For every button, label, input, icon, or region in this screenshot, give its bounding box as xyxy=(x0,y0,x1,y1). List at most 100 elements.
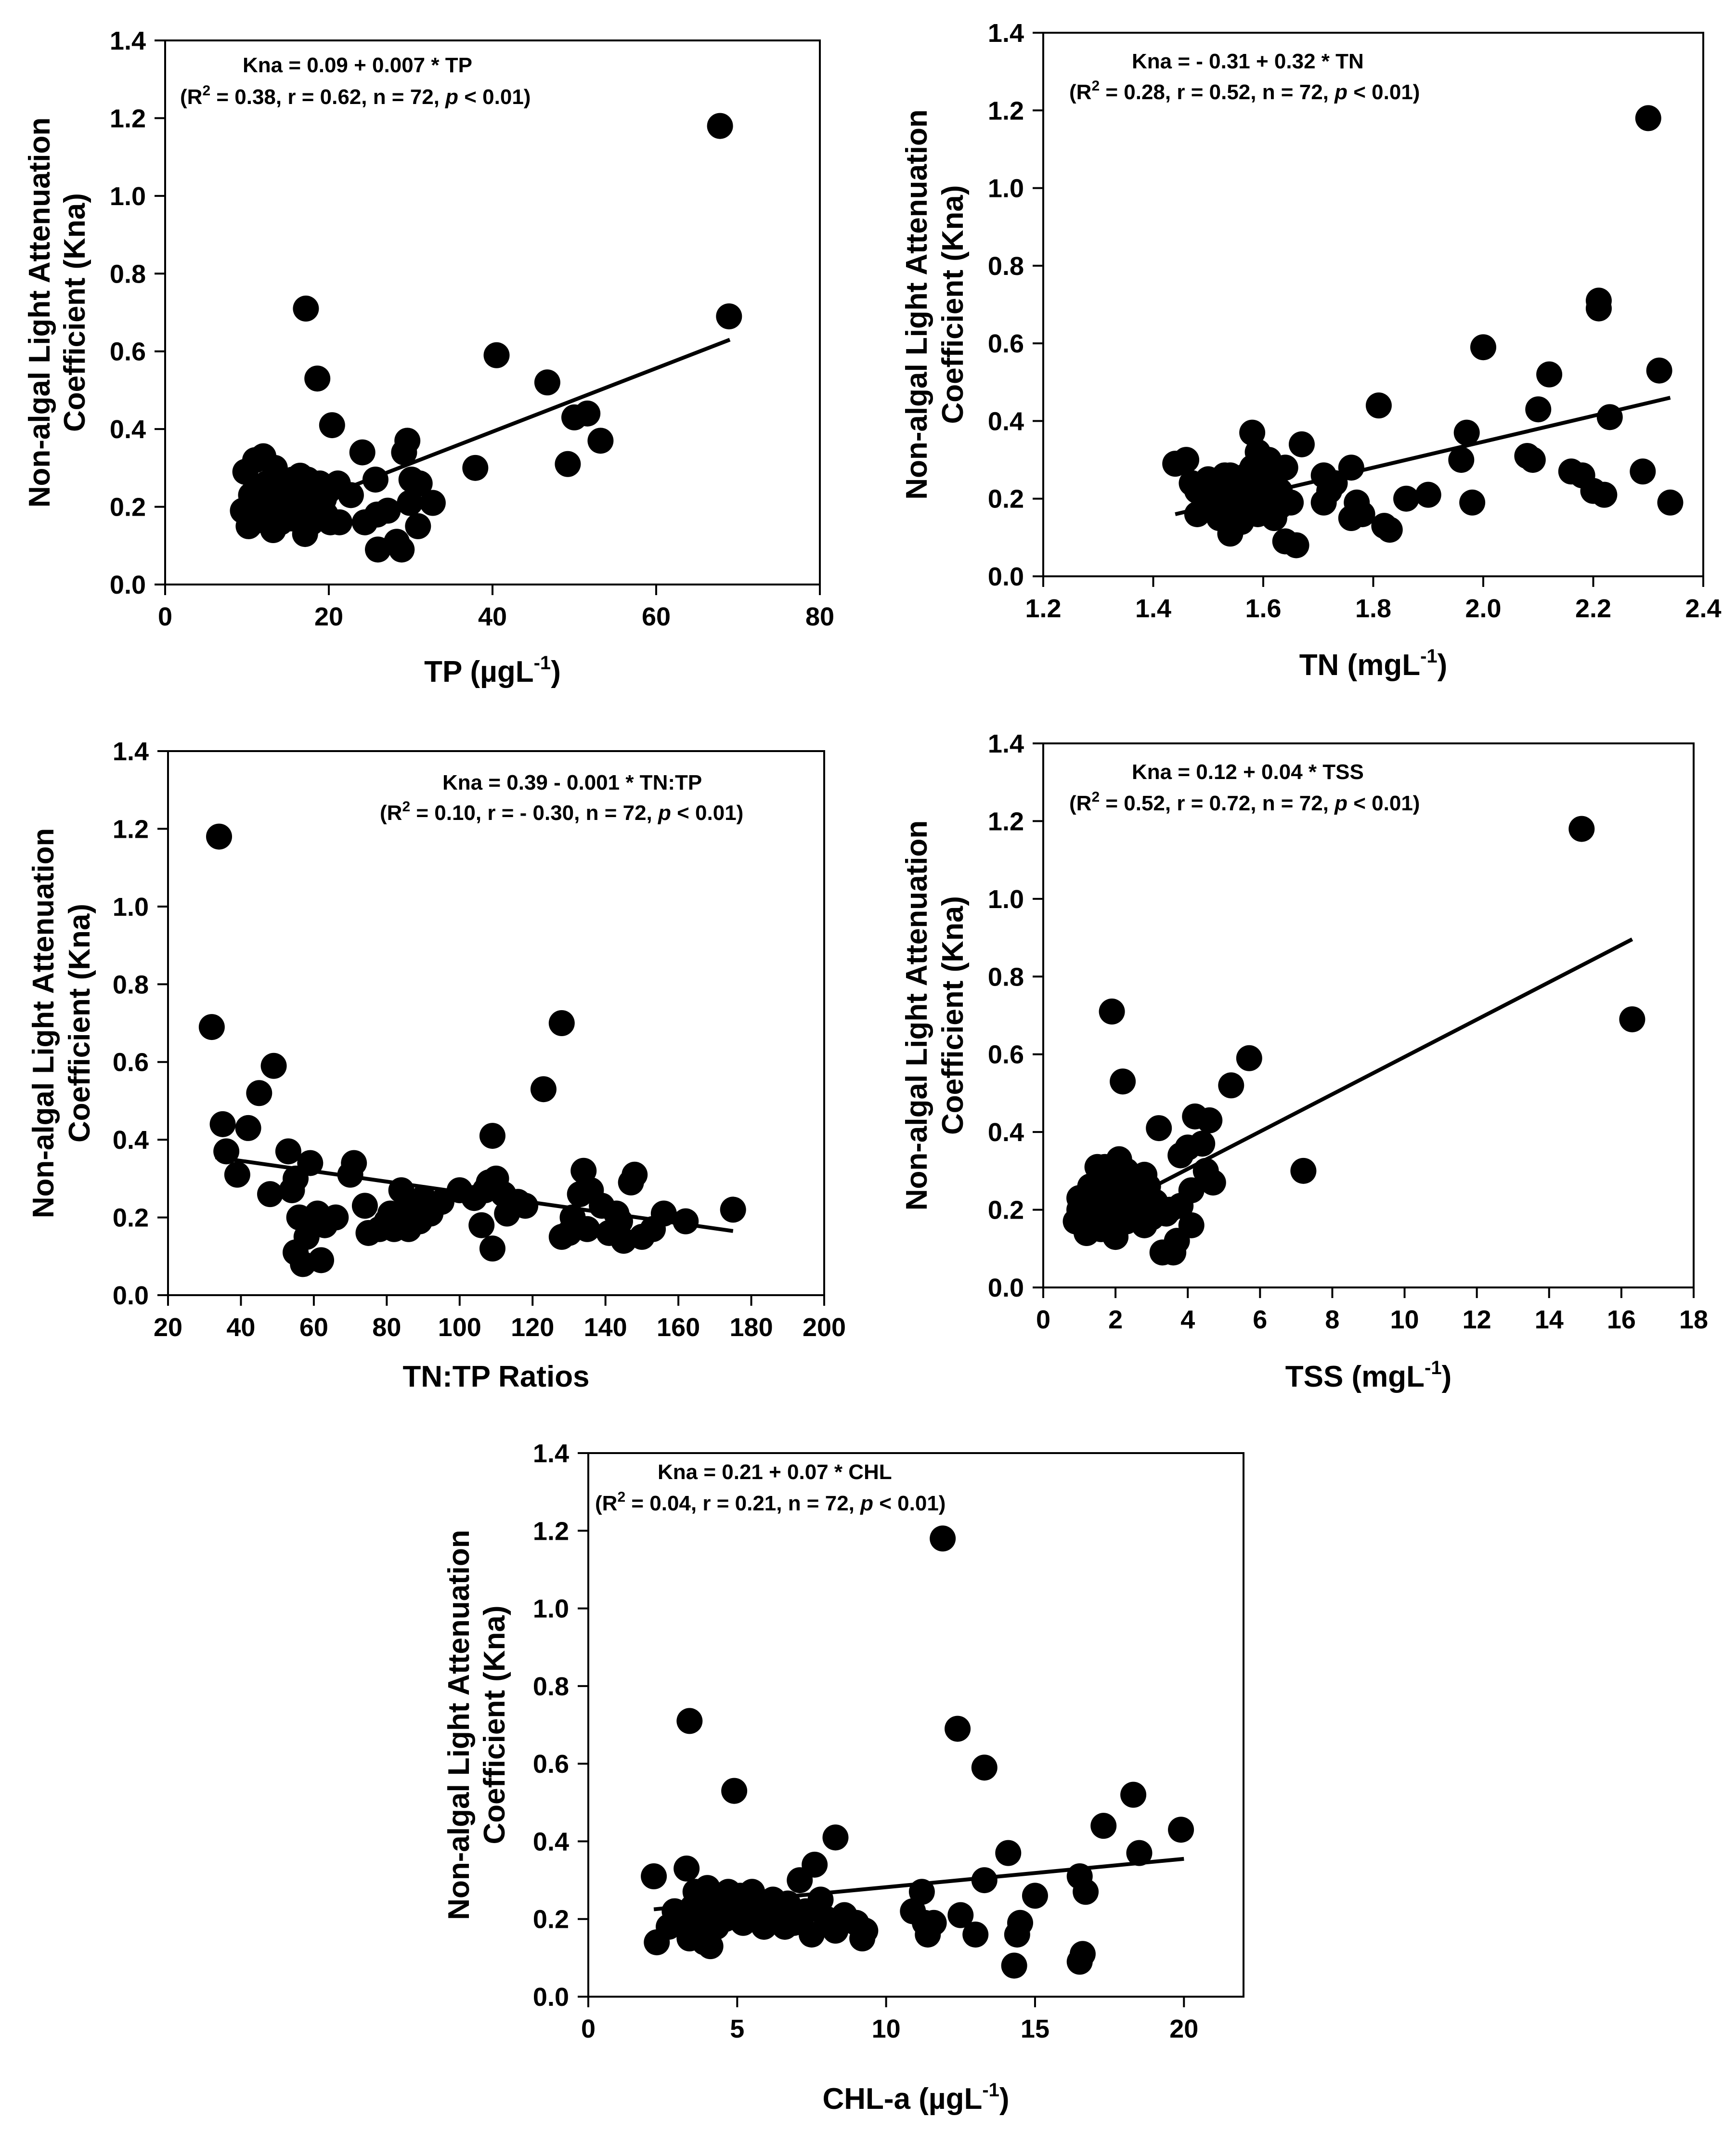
data-point xyxy=(1338,455,1364,481)
data-point xyxy=(641,1863,667,1890)
data-point xyxy=(900,1898,926,1924)
data-point xyxy=(298,509,325,535)
chart-panel-4: 0 2 4 6 8 10 12 14 16 18 0.0 0.2 0.4 0.6 0.8 1.0 1.2 1.4 T… xyxy=(900,729,1708,1393)
data-point xyxy=(1110,1068,1136,1095)
y-tick-label: 0.0 xyxy=(988,1273,1024,1302)
y-tick-label: 0.0 xyxy=(110,571,146,599)
data-point xyxy=(405,513,431,539)
x-tick-label: 4 xyxy=(1180,1305,1195,1334)
data-point xyxy=(720,1196,746,1223)
x-tick-label: 180 xyxy=(730,1313,773,1342)
y-axis-label-line-1: Non-algal Light Attenuation xyxy=(23,117,56,507)
regression-equation: Kna = 0.12 + 0.04 * TSS xyxy=(1132,760,1364,784)
plot-frame xyxy=(167,750,825,1296)
y-tick-label: 0.8 xyxy=(113,970,149,999)
data-point xyxy=(1167,1142,1194,1169)
data-point xyxy=(673,1208,699,1234)
y-tick-label: 0.2 xyxy=(988,1196,1024,1225)
data-point xyxy=(716,303,742,330)
data-point xyxy=(676,1708,703,1734)
y-tick-label: 0.6 xyxy=(110,338,146,366)
data-point xyxy=(1393,485,1420,512)
data-point xyxy=(1069,1941,1096,1967)
data-point xyxy=(1184,478,1210,504)
data-point xyxy=(1218,1072,1244,1099)
x-tick-label: 8 xyxy=(1325,1305,1339,1334)
data-point xyxy=(1657,489,1684,516)
regression-equation: Kna = 0.39 - 0.001 * TN:TP xyxy=(442,771,702,794)
data-point xyxy=(341,1150,367,1176)
data-point xyxy=(1090,1813,1117,1839)
data-point xyxy=(1453,419,1480,446)
x-tick-label: 0 xyxy=(1036,1305,1050,1334)
data-point xyxy=(721,1778,748,1804)
x-tick-label: 60 xyxy=(299,1313,328,1342)
data-point xyxy=(674,1855,700,1882)
data-point xyxy=(775,1890,801,1917)
y-tick-label: 1.2 xyxy=(988,807,1024,836)
y-axis-label-line-2: Coefficient (Kna) xyxy=(936,896,970,1135)
y-axis-label-line-2: Coefficient (Kna) xyxy=(63,904,96,1143)
chart-panel-3: 20 40 60 80 100 120 140 160 180 200 0.0 0.2 0.4 0.6 0.… xyxy=(27,737,846,1393)
x-tick-label: 2.4 xyxy=(1685,594,1721,623)
regression-statistics: (R2 = 0.10, r = - 0.30, n = 72, p < 0.01… xyxy=(380,799,743,825)
data-point xyxy=(209,1111,236,1137)
data-point xyxy=(1283,532,1309,559)
data-point xyxy=(831,1902,858,1928)
data-point xyxy=(1182,1103,1208,1130)
stat-equation-line2-sup: 2 xyxy=(202,83,210,99)
data-point xyxy=(365,536,391,563)
y-tick-label: 0.8 xyxy=(988,252,1024,281)
data-point xyxy=(391,439,417,466)
y-tick-label: 1.0 xyxy=(533,1595,569,1624)
data-point xyxy=(278,505,304,532)
x-axis-label-text: TP (µgL xyxy=(424,655,533,689)
x-tick-label: 1.8 xyxy=(1355,594,1391,623)
data-point xyxy=(349,439,376,466)
x-tick-label: 40 xyxy=(478,602,507,631)
y-tick-label: 0.4 xyxy=(113,1126,149,1155)
x-tick-label: 2.0 xyxy=(1465,594,1501,623)
data-point xyxy=(1201,497,1227,523)
x-tick-label: 0 xyxy=(581,2014,596,2043)
data-point xyxy=(323,1204,349,1231)
stat-equation-line2-a: (R xyxy=(180,85,202,109)
y-tick-label: 0.2 xyxy=(988,485,1024,514)
y-tick-label: 1.0 xyxy=(113,893,149,922)
data-point xyxy=(311,486,337,512)
data-point xyxy=(947,1902,974,1928)
regression-equation: Kna = 0.09 + 0.007 * TP xyxy=(243,53,472,77)
data-point xyxy=(1200,1169,1226,1196)
stat-equation-line2-c: < 0.01) xyxy=(1347,792,1420,815)
data-point xyxy=(224,1161,250,1188)
y-tick-label: 0.4 xyxy=(988,407,1024,436)
stat-equation-line2-b: = 0.04, r = 0.21, n = 72, xyxy=(625,1492,860,1515)
data-point xyxy=(462,455,489,481)
x-tick-label: 2 xyxy=(1108,1305,1123,1334)
data-point xyxy=(388,1177,415,1204)
x-axis-label: TN (mgL-1) xyxy=(1299,646,1448,682)
regression-statistics: (R2 = 0.04, r = 0.21, n = 72, p < 0.01) xyxy=(595,1489,946,1515)
x-tick-label: 60 xyxy=(642,602,671,631)
data-point xyxy=(1619,1006,1645,1033)
chart-panel-1: 0 20 40 60 80 0.0 0.2 0.4 0.6 0.8 1.0 1.2 1.4 TP (µgL… xyxy=(23,26,834,689)
y-axis-label-line-1: Non-algal Light Attenuation xyxy=(900,820,933,1210)
data-point xyxy=(235,1115,261,1141)
data-point xyxy=(751,1913,777,1940)
data-point xyxy=(1321,470,1348,496)
data-point xyxy=(1365,392,1392,419)
x-axis-label-superscript: -1 xyxy=(982,2079,999,2101)
x-axis-label-superscript: -1 xyxy=(1420,646,1438,667)
stat-equation-line2-c: < 0.01) xyxy=(458,85,531,109)
data-point xyxy=(1001,1952,1027,1979)
stat-equation-line2-sup: 2 xyxy=(1091,789,1100,805)
y-tick-label: 0.8 xyxy=(533,1672,569,1701)
regression-equation: Kna = 0.21 + 0.07 * CHL xyxy=(658,1460,892,1484)
data-point xyxy=(930,1525,956,1552)
x-tick-label: 10 xyxy=(872,2014,901,2043)
stat-equation-line2-a: (R xyxy=(595,1492,617,1515)
y-tick-label: 1.0 xyxy=(988,885,1024,914)
x-axis-label-end: ) xyxy=(1442,1360,1452,1393)
data-point xyxy=(661,1898,688,1924)
